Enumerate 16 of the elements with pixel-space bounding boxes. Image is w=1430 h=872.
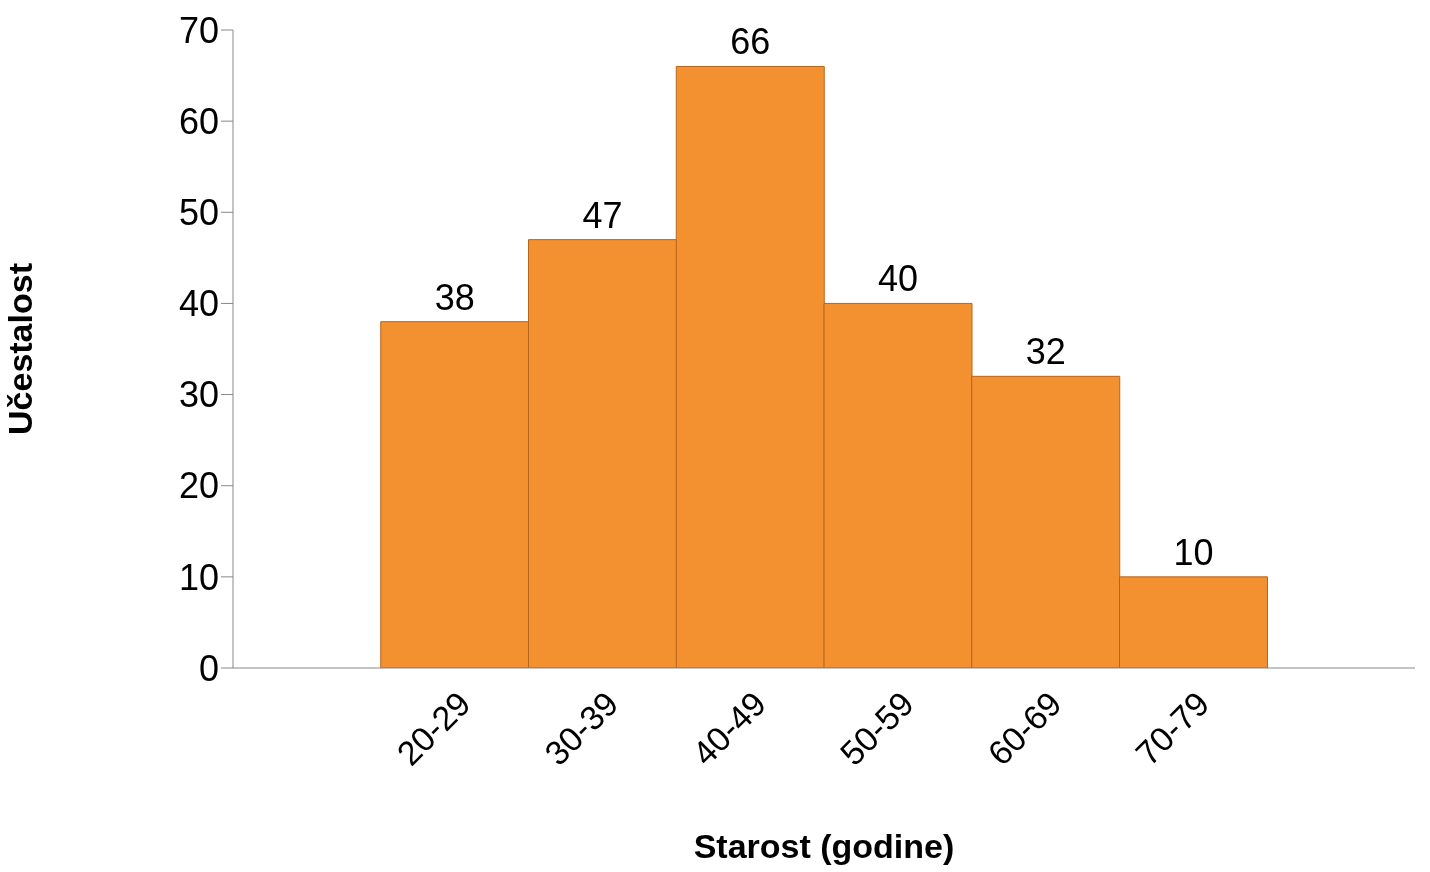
- data-label: 32: [1025, 331, 1066, 373]
- y-tick-label: 30: [178, 374, 219, 416]
- y-tick-label: 50: [178, 192, 219, 234]
- y-tick-label: 10: [178, 556, 219, 598]
- data-label: 10: [1173, 531, 1214, 573]
- y-tick-label: 70: [178, 9, 219, 51]
- y-axis-title: Učestalost: [1, 263, 40, 435]
- y-tick-label: 40: [178, 283, 219, 325]
- data-label: 47: [582, 194, 623, 236]
- y-tick-label: 60: [178, 100, 219, 142]
- data-label: 66: [730, 21, 771, 63]
- x-axis-title: Starost (godine): [693, 827, 955, 865]
- data-label: 40: [877, 258, 919, 300]
- data-label: 38: [434, 276, 475, 318]
- y-tick-label: 0: [198, 647, 219, 689]
- y-tick-label: 20: [178, 465, 219, 507]
